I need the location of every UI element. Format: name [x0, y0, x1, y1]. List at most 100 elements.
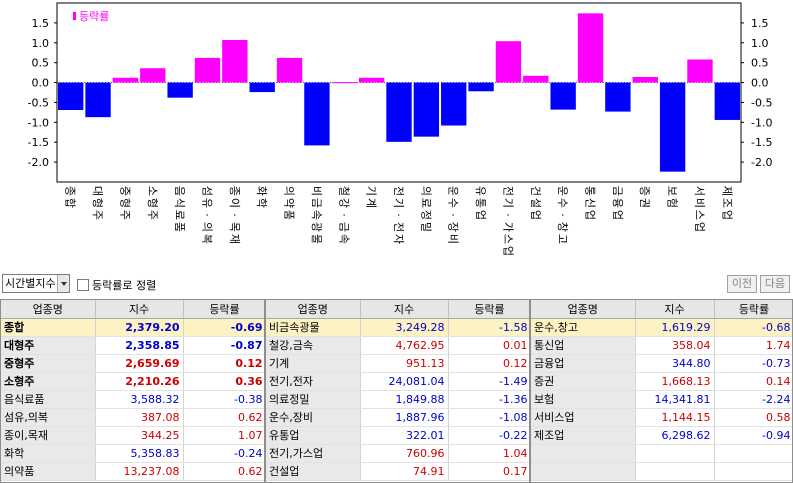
svg-text:창: 창: [556, 222, 569, 232]
table-row[interactable]: 전기,전자 24,081.04 -1.49: [266, 372, 529, 391]
table-row[interactable]: 증권 1,668.13 0.14: [531, 372, 792, 391]
table-row[interactable]: 전기,가스업 760.96 1.04: [266, 444, 529, 463]
sector-table-1: 업종명 지수 등락률 종합 2,379.20 -0.69 대형주 2,358.85 -0.…: [0, 299, 265, 483]
next-button[interactable]: 다음: [760, 275, 790, 293]
cell-rate: -0.69: [183, 318, 264, 337]
svg-text:재: 재: [228, 234, 241, 244]
col-header-name[interactable]: 업종명: [1, 300, 96, 319]
table-row[interactable]: 비금속광물 3,249.28 -1.58: [266, 318, 529, 337]
col-header-index[interactable]: 지수: [360, 300, 449, 319]
legend-label: 등락률: [79, 10, 109, 23]
cell-name: 기계: [266, 354, 361, 373]
table-row[interactable]: 운수,장비 1,887.96 -1.08: [266, 408, 529, 427]
table-row[interactable]: 통신업 358.04 1.74: [531, 336, 792, 355]
svg-text:설: 설: [529, 198, 542, 208]
sort-checkbox[interactable]: [77, 279, 89, 291]
y-tick-label-right: -0.5: [751, 96, 772, 109]
y-tick-label-left: 1.0: [32, 37, 50, 50]
cell-name: 증권: [531, 372, 636, 391]
col-header-rate[interactable]: 등락률: [448, 300, 529, 319]
col-header-index[interactable]: 지수: [95, 300, 184, 319]
svg-text:운: 운: [556, 186, 569, 196]
col-header-name[interactable]: 업종명: [531, 300, 636, 319]
svg-text:·: ·: [337, 213, 350, 217]
table-row[interactable]: 제조업 6,298.62 -0.94: [531, 426, 792, 445]
cell-name: 섬유,의복: [1, 408, 96, 427]
svg-text:주: 주: [146, 210, 159, 220]
svg-text:금: 금: [611, 186, 624, 196]
svg-text:이: 이: [228, 198, 241, 208]
cell-name: 소형주: [1, 372, 96, 391]
table-row[interactable]: [531, 444, 792, 463]
view-select[interactable]: 시간별지수: [2, 274, 70, 293]
cell-index: 2,379.20: [95, 318, 184, 337]
table-row[interactable]: 유통업 322.01 -0.22: [266, 426, 529, 445]
table-row[interactable]: 종이,목재 344.25 1.07: [1, 426, 264, 445]
bar: [358, 77, 385, 83]
x-category-label: 기계: [365, 186, 378, 208]
cell-index: 358.04: [635, 336, 715, 355]
table-row[interactable]: 철강,금속 4,762.95 0.01: [266, 336, 529, 355]
cell-name: [531, 462, 636, 481]
table-row[interactable]: 보험 14,341.81 -2.24: [531, 390, 792, 409]
bar: [386, 82, 412, 142]
prev-button[interactable]: 이전: [727, 275, 757, 293]
cell-rate: -2.24: [714, 390, 792, 409]
cell-index: 3,249.28: [360, 318, 449, 337]
svg-text:·: ·: [228, 213, 241, 217]
svg-text:융: 융: [611, 198, 624, 208]
cell-index: 3,588.32: [95, 390, 184, 409]
svg-text:광: 광: [310, 222, 323, 232]
y-tick-label-left: 1.5: [32, 17, 50, 30]
svg-text:중: 중: [118, 186, 131, 196]
svg-text:비: 비: [447, 234, 460, 244]
table-row[interactable]: 종합 2,379.20 -0.69: [1, 318, 264, 337]
table-row[interactable]: 소형주 2,210.26 0.36: [1, 372, 264, 391]
table-row[interactable]: 건설업 74.91 0.17: [266, 462, 529, 481]
cell-index: 13,237.08: [95, 462, 184, 481]
bar: [577, 13, 604, 83]
cell-name: 화학: [1, 444, 96, 463]
table-row[interactable]: 대형주 2,358.85 -0.87: [1, 336, 264, 355]
cell-name: 중형주: [1, 354, 96, 373]
cell-index: 2,659.69: [95, 354, 184, 373]
bar: [441, 82, 467, 126]
chevron-down-icon[interactable]: [57, 275, 69, 292]
y-tick-label-right: 0.5: [751, 57, 769, 70]
bar-chart-svg: 1.5 1.5 1.0 1.0 0.5 0.5 0.0 0.0 -0.5 -0.5 -1.0 -1.0…: [28, 2, 772, 256]
table-row[interactable]: 서비스업 1,144.15 0.58: [531, 408, 792, 427]
svg-text:전: 전: [501, 186, 514, 196]
table-row[interactable]: 중형주 2,659.69 0.12: [1, 354, 264, 373]
svg-text:대: 대: [91, 186, 104, 196]
col-header-rate[interactable]: 등락률: [714, 300, 792, 319]
svg-text:약: 약: [283, 198, 297, 208]
svg-text:음: 음: [173, 186, 186, 196]
table-row[interactable]: 음식료품 3,588.32 -0.38: [1, 390, 264, 409]
bar: [413, 82, 440, 137]
col-header-index[interactable]: 지수: [635, 300, 715, 319]
cell-rate: -0.38: [183, 390, 264, 409]
cell-rate: [714, 444, 792, 463]
svg-text:운: 운: [447, 186, 460, 196]
table-row[interactable]: 금융업 344.80 -0.73: [531, 354, 792, 373]
x-category-label: 철강 · 금속: [337, 186, 350, 244]
table-row[interactable]: 섬유,의복 387.08 0.62: [1, 408, 264, 427]
table-row[interactable]: 기계 951.13 0.12: [266, 354, 529, 373]
x-category-label: 운수 · 창고: [556, 186, 569, 244]
cell-rate: -0.94: [714, 426, 792, 445]
sort-by-rate-option[interactable]: 등락률로 정렬: [77, 277, 156, 293]
table-row[interactable]: [531, 462, 792, 481]
col-header-rate[interactable]: 등락률: [183, 300, 264, 319]
svg-text:조: 조: [720, 198, 733, 208]
y-tick-label-right: -1.0: [751, 116, 772, 129]
table-row[interactable]: 운수,창고 1,619.29 -0.68: [531, 318, 792, 337]
cell-rate: 0.12: [448, 354, 529, 373]
x-category-label: 금융업: [611, 186, 624, 220]
x-category-label: 소형주: [146, 186, 159, 220]
table-row[interactable]: 의료정밀 1,849.88 -1.36: [266, 390, 529, 409]
col-header-name[interactable]: 업종명: [266, 300, 361, 319]
table-row[interactable]: 의약품 13,237.08 0.62: [1, 462, 264, 481]
x-category-label: 음식료품: [173, 186, 186, 232]
table-row[interactable]: 화학 5,358.83 -0.24: [1, 444, 264, 463]
x-category-label: 종합: [64, 186, 77, 208]
